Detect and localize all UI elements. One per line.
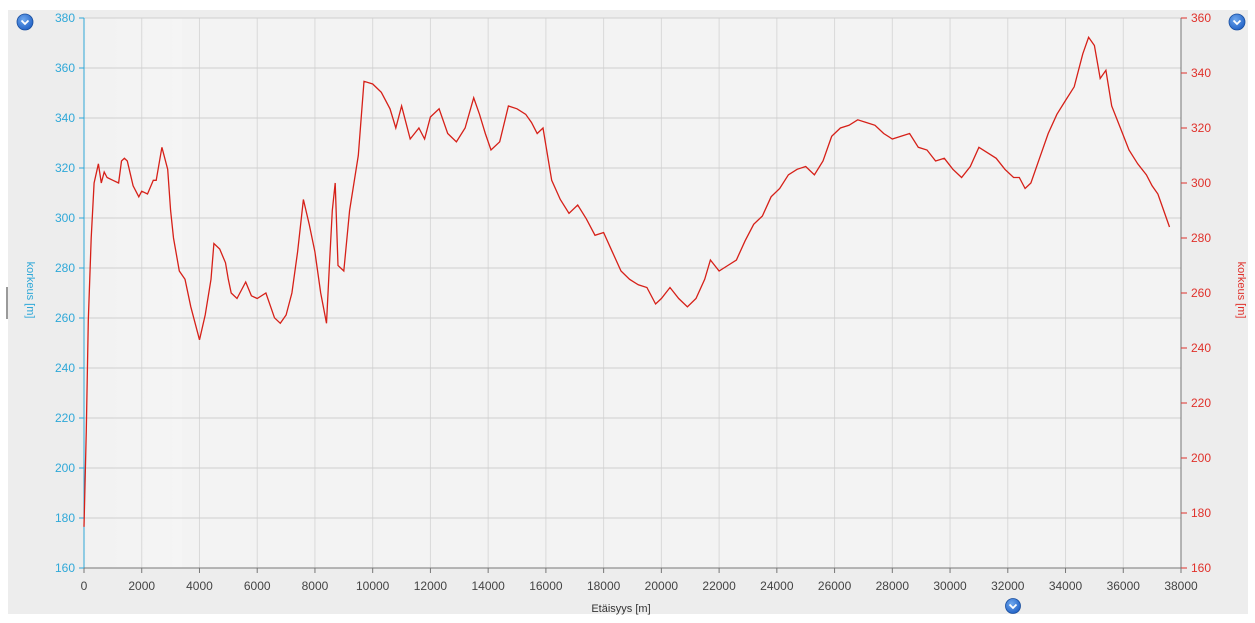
y-tick-label-left: 300 xyxy=(55,211,75,225)
left-axis-toggle-button[interactable] xyxy=(16,13,34,31)
y-tick-label-right: 180 xyxy=(1191,506,1211,520)
y-tick-label-left: 340 xyxy=(55,111,75,125)
x-tick-label: 28000 xyxy=(876,579,910,593)
x-tick-label: 4000 xyxy=(186,579,213,593)
x-tick-label: 32000 xyxy=(991,579,1025,593)
y-tick-label-left: 260 xyxy=(55,311,75,325)
x-tick-label: 18000 xyxy=(587,579,621,593)
x-tick-label: 38000 xyxy=(1164,579,1198,593)
series-line xyxy=(83,35,1171,527)
x-tick-label: 30000 xyxy=(933,579,967,593)
x-tick-label: 26000 xyxy=(818,579,852,593)
x-tick-label: 34000 xyxy=(1049,579,1083,593)
chevron-down-icon xyxy=(20,19,30,26)
y-tick-label-left: 320 xyxy=(55,161,75,175)
x-tick-label: 22000 xyxy=(702,579,736,593)
y-tick-label-right: 300 xyxy=(1191,176,1211,190)
y-axis-label-left: korkeus [m] xyxy=(24,262,36,319)
y-tick-label-right: 340 xyxy=(1191,66,1211,80)
y-tick-label-left: 240 xyxy=(55,361,75,375)
y-tick-label-right: 260 xyxy=(1191,286,1211,300)
tick-labels: 160 180 200 220 240 260 280 300 320 340 360 380 160 1… xyxy=(55,11,1211,593)
y-axis-label-right: korkeus [m] xyxy=(1235,262,1247,319)
y-tick-label-left: 380 xyxy=(55,11,75,25)
y-tick-label-right: 160 xyxy=(1191,561,1211,575)
x-axis-label: Etäisyys [m] xyxy=(591,603,650,615)
plot-area xyxy=(84,18,1181,568)
x-tick-label: 6000 xyxy=(244,579,271,593)
y-tick-label-left: 360 xyxy=(55,61,75,75)
y-tick-label-left: 180 xyxy=(55,511,75,525)
y-tick-label-left: 160 xyxy=(55,561,75,575)
y-tick-label-right: 320 xyxy=(1191,121,1211,135)
y-tick-label-right: 280 xyxy=(1191,231,1211,245)
y-tick-label-right: 360 xyxy=(1191,11,1211,25)
x-tick-label: 12000 xyxy=(414,579,448,593)
panel-splitter-handle[interactable] xyxy=(6,287,8,319)
x-tick-label: 2000 xyxy=(128,579,155,593)
y-tick-label-right: 200 xyxy=(1191,451,1211,465)
x-tick-label: 36000 xyxy=(1107,579,1141,593)
right-axis-toggle-button[interactable] xyxy=(1228,13,1246,31)
y-tick-label-left: 280 xyxy=(55,261,75,275)
x-tick-label: 24000 xyxy=(760,579,794,593)
x-tick-label: 20000 xyxy=(645,579,679,593)
x-axis-toggle-button[interactable] xyxy=(1005,598,1021,614)
y-tick-label-right: 240 xyxy=(1191,341,1211,355)
chevron-down-icon xyxy=(1232,19,1242,26)
axes xyxy=(79,17,1187,573)
x-tick-label: 0 xyxy=(81,579,88,593)
grid-lines xyxy=(83,17,1182,569)
x-tick-label: 14000 xyxy=(471,579,505,593)
y-tick-label-left: 220 xyxy=(55,411,75,425)
x-tick-label: 8000 xyxy=(302,579,329,593)
x-tick-label: 16000 xyxy=(529,579,563,593)
y-tick-label-left: 200 xyxy=(55,461,75,475)
chevron-down-icon xyxy=(1008,603,1018,610)
x-tick-label: 10000 xyxy=(356,579,390,593)
y-tick-label-right: 220 xyxy=(1191,396,1211,410)
